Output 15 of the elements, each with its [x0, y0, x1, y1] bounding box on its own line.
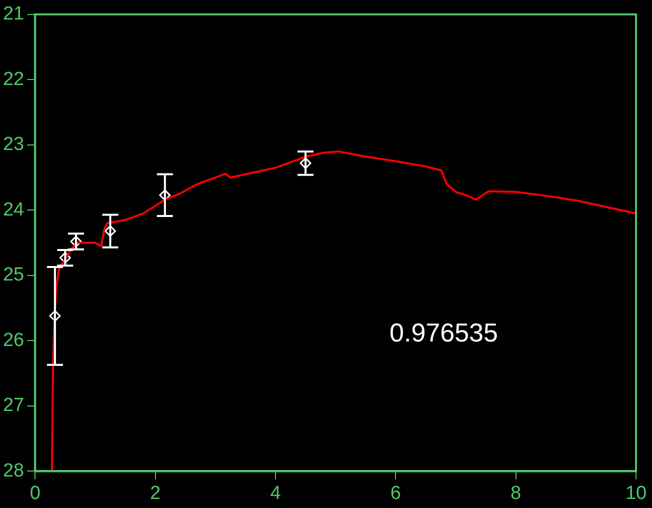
x-tick-label: 10 — [625, 482, 647, 504]
x-tick-label: 4 — [270, 482, 282, 504]
x-tick-label: 6 — [390, 482, 401, 504]
y-tick-label: 28 — [2, 460, 24, 482]
y-tick-label: 21 — [2, 4, 24, 25]
x-tick-label: 2 — [150, 482, 161, 504]
y-tick-label: 26 — [2, 330, 24, 351]
y-tick-label: 24 — [2, 199, 25, 220]
y-tick-label: 25 — [2, 264, 24, 286]
x-tick-label: 8 — [510, 482, 522, 504]
y-tick-label: 23 — [2, 134, 24, 156]
y-tick-label: 27 — [2, 395, 24, 416]
y-tick-label: 22 — [2, 68, 24, 90]
x-tick-label: 0 — [30, 482, 40, 504]
annotation: 0.976535 — [389, 317, 498, 348]
